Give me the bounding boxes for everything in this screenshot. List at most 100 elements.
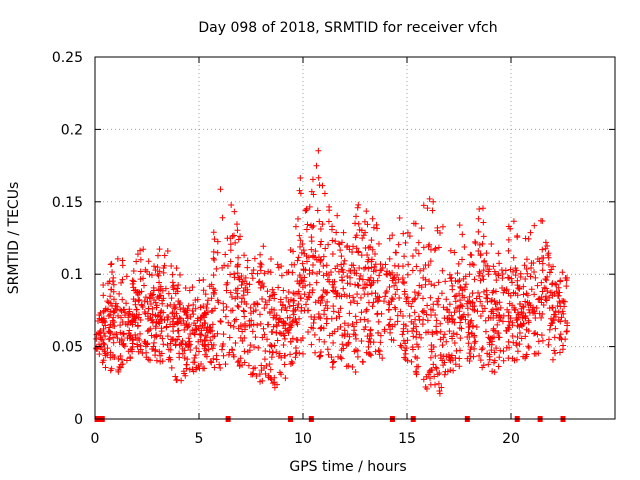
- data-point: [524, 270, 531, 277]
- data-point: [210, 272, 217, 279]
- data-point: [235, 254, 242, 261]
- data-point: [123, 300, 130, 307]
- data-point: [534, 255, 541, 262]
- data-point: [267, 341, 274, 348]
- data-point: [356, 275, 363, 282]
- data-point: [420, 376, 427, 383]
- data-point: [415, 239, 422, 246]
- data-point: [522, 235, 529, 242]
- data-point: [118, 279, 125, 286]
- data-point: [329, 364, 336, 371]
- data-point: [490, 263, 497, 270]
- data-point: [473, 323, 480, 330]
- data-point: [520, 291, 527, 298]
- data-point: [374, 225, 381, 232]
- data-point: [203, 304, 210, 311]
- data-point: [559, 297, 566, 304]
- data-point: [247, 304, 254, 311]
- data-point: [513, 267, 520, 274]
- data-point: [308, 324, 315, 331]
- data-point: [353, 245, 360, 252]
- data-point: [266, 361, 273, 368]
- data-point: [415, 313, 422, 320]
- data-point: [256, 371, 263, 378]
- data-point: [158, 350, 165, 357]
- data-point: [449, 282, 456, 289]
- data-point: [105, 299, 112, 306]
- data-point: [100, 281, 107, 288]
- data-point: [338, 274, 345, 281]
- data-point: [361, 326, 368, 333]
- data-point: [107, 293, 114, 300]
- data-point: [172, 337, 179, 344]
- data-point: [490, 359, 497, 366]
- data-point: [312, 248, 319, 255]
- data-point: [450, 367, 457, 374]
- x-tick-label: 20: [502, 431, 520, 447]
- data-point: [514, 234, 521, 241]
- data-point: [179, 345, 186, 352]
- data-point: [196, 277, 203, 284]
- data-point: [306, 203, 313, 210]
- data-point: [372, 261, 379, 268]
- data-point: [424, 317, 431, 324]
- data-point: [491, 298, 498, 305]
- data-point: [335, 353, 342, 360]
- data-point: [190, 359, 197, 366]
- data-point: [154, 252, 161, 259]
- data-point: [150, 343, 157, 350]
- data-point: [340, 269, 347, 276]
- data-point: [459, 303, 466, 310]
- data-point: [525, 317, 532, 324]
- data-point: [479, 308, 486, 315]
- data-point: [440, 362, 447, 369]
- data-point: [360, 285, 367, 292]
- data-point: [206, 324, 213, 331]
- data-point: [563, 328, 570, 335]
- data-point: [518, 335, 525, 342]
- data-point: [466, 333, 473, 340]
- data-point: [486, 341, 493, 348]
- data-point: [351, 298, 358, 305]
- data-point: [426, 195, 433, 202]
- data-point: [404, 357, 411, 364]
- data-point: [457, 285, 464, 292]
- data-point: [448, 333, 455, 340]
- data-point: [281, 335, 288, 342]
- data-point: [106, 324, 113, 331]
- data-point: [250, 370, 257, 377]
- data-point: [273, 329, 280, 336]
- data-point: [175, 281, 182, 288]
- data-point: [458, 325, 465, 332]
- data-point: [155, 272, 162, 279]
- data-point: [546, 326, 553, 333]
- data-point: [140, 246, 147, 253]
- data-point: [496, 260, 503, 267]
- data-point: [247, 342, 254, 349]
- data-point: [494, 321, 501, 328]
- data-point: [286, 303, 293, 310]
- data-point: [97, 327, 104, 334]
- data-point: [437, 336, 444, 343]
- data-point: [480, 219, 487, 226]
- data-point: [505, 355, 512, 362]
- data-point: [248, 270, 255, 277]
- data-point: [369, 215, 376, 222]
- data-point: [317, 241, 324, 248]
- data-point: [241, 308, 248, 315]
- data-point: [222, 361, 229, 368]
- data-point: [415, 250, 422, 257]
- data-point: [204, 301, 211, 308]
- data-point: [413, 263, 420, 270]
- data-point: [514, 309, 521, 316]
- data-point: [487, 314, 494, 321]
- data-point: [451, 339, 458, 346]
- data-point: [472, 238, 479, 245]
- data-point: [162, 285, 169, 292]
- data-point: [171, 313, 178, 320]
- data-point: [516, 323, 523, 330]
- data-point: [310, 222, 317, 229]
- data-point: [392, 291, 399, 298]
- data-point: [214, 249, 221, 256]
